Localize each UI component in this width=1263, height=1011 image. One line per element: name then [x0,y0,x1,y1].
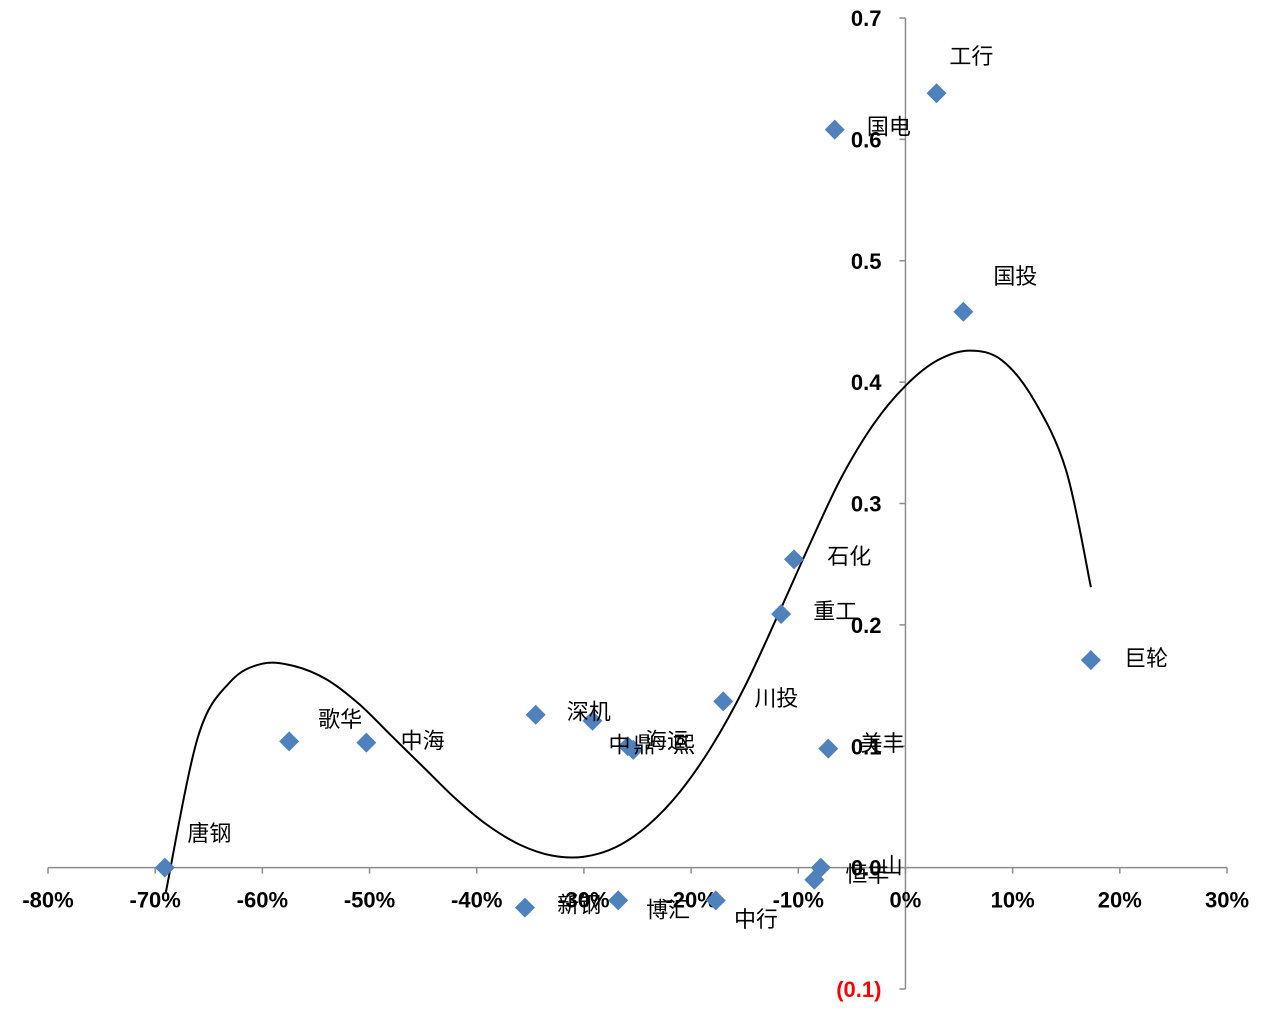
data-point [608,890,629,911]
data-point [1080,650,1101,671]
point-label: 巨轮 [1124,647,1168,672]
x-tick-label: -10% [773,888,824,913]
x-tick-label: -60% [237,888,288,913]
y-tick-label: 0.0 [851,856,882,881]
point-label: 深机 [567,701,611,726]
data-point [926,83,947,104]
x-tick-label: -30% [558,888,609,913]
data-point [804,869,825,890]
y-tick-label: 0.1 [851,734,882,759]
data-point [623,739,644,760]
point-label: 熙 [673,733,695,758]
point-label: 国电 [867,116,911,141]
point-label: 中海 [401,730,445,755]
y-tick-label: 0.2 [851,613,882,638]
data-point [154,857,175,878]
data-point [824,119,845,140]
point-label: 重工 [813,600,857,625]
point-labels: 工行国电国投石化重工巨轮川投深机 歌华中海 中鼎海运熙 美丰唐钢山恒丰新钢 博汇 中行 [187,45,1168,933]
x-tick-label: 10% [991,888,1035,913]
data-point [818,738,839,759]
point-label: 歌华 [318,708,362,733]
axes [47,17,1228,990]
data-point [279,731,300,752]
data-point [705,890,726,911]
y-tick-label: 0.3 [851,492,882,517]
point-label: 新钢 [557,894,601,919]
x-tick-label: 0% [890,888,922,913]
y-tick-label: 0.7 [851,6,882,31]
point-label: 川投 [754,687,798,712]
point-label: 博汇 [646,898,690,923]
point-label: 中 [609,733,631,758]
point-label: 工行 [949,45,993,70]
point-label: 唐钢 [187,822,231,847]
point-label: 美丰 [860,732,904,757]
y-tick-label: 0.6 [851,127,882,152]
point-label: 恒丰 [845,863,889,888]
point-label: 海运 [645,730,689,755]
data-point [525,704,546,725]
y-tick-label: (0.1) [836,977,881,1002]
data-points [154,83,1101,918]
y-tick-label: 0.4 [851,370,882,395]
point-label: 国投 [993,265,1037,290]
data-point [713,691,734,712]
data-point [953,301,974,322]
x-tick-labels: -80% -70% -60% -50% -40% -30% -20% -10% 0% 10% 20%… [22,888,1249,913]
x-tick-label: 20% [1098,888,1142,913]
data-point [582,710,603,731]
x-tick-label: 30% [1205,888,1249,913]
point-label: 中行 [734,908,778,933]
trendline-group [164,349,1092,893]
point-label: 石化 [827,545,871,570]
data-point [783,549,804,570]
data-point [514,897,535,918]
y-tick-label: 0.5 [851,249,882,274]
point-label: 山 [881,855,903,880]
trendline [164,349,1092,893]
y-tick-labels: (0.1) 0.0 0.1 0.2 0.3 0.4 0.5 0.6 0.7 [836,6,882,1002]
x-tick-label: -80% [22,888,73,913]
point-label: 鼎 [633,733,655,758]
data-point [771,603,792,624]
x-tick-label: -40% [451,888,502,913]
x-tick-label: -70% [130,888,181,913]
x-tick-label: -50% [344,888,395,913]
data-point [356,732,377,753]
